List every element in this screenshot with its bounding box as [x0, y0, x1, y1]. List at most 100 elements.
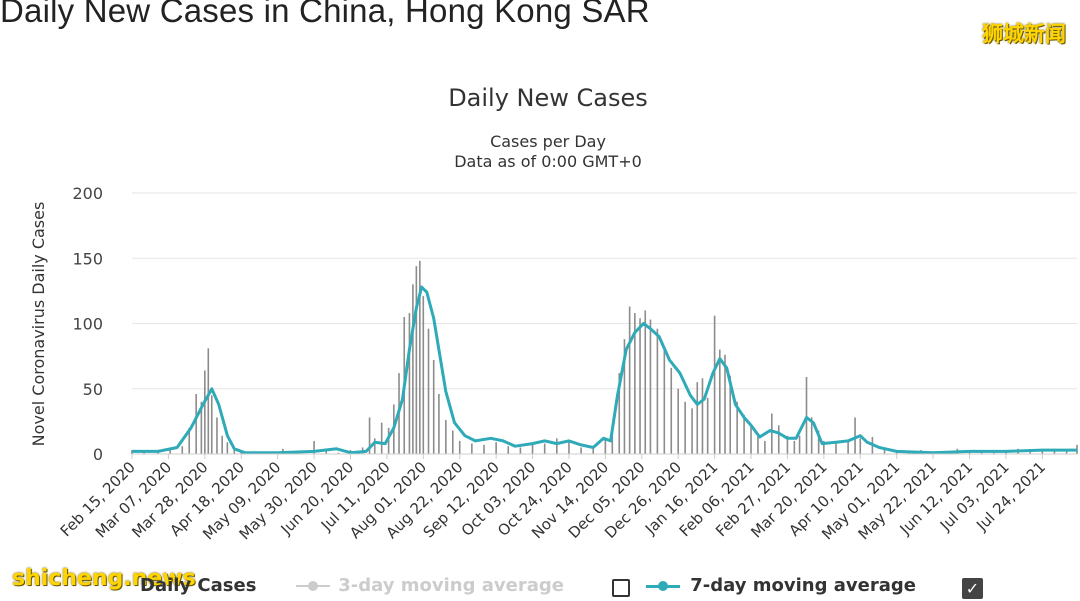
- daily-case-bar: [495, 442, 497, 454]
- daily-case-bar: [793, 440, 796, 454]
- daily-case-bar: [568, 442, 570, 454]
- y-axis-label: Novel Coronavirus Daily Cases: [29, 202, 48, 447]
- daily-case-bar: [713, 315, 716, 454]
- daily-case-bar: [580, 447, 582, 454]
- avg7-checkbox[interactable]: ✓: [962, 578, 983, 599]
- daily-case-bar: [798, 435, 801, 454]
- avg7-line: [132, 285, 1077, 455]
- daily-case-bar: [847, 440, 849, 454]
- chart-subtitle-1: Cases per Day: [490, 132, 606, 151]
- daily-case-bar: [181, 446, 184, 454]
- daily-case-bar: [817, 430, 820, 454]
- daily-case-bar: [380, 422, 383, 454]
- daily-case-bar: [1029, 450, 1031, 454]
- daily-case-bar: [604, 438, 607, 454]
- daily-case-bar: [1065, 451, 1068, 454]
- legend-3day-label: 3-day moving average: [338, 575, 564, 596]
- page-title: Daily New Cases in China, Hong Kong SAR: [0, 0, 650, 29]
- legend-3day-average[interactable]: 3-day moving average: [296, 575, 564, 596]
- daily-case-bar: [226, 442, 229, 454]
- y-tick-label: 100: [72, 315, 103, 334]
- daily-case-bar: [908, 452, 910, 454]
- daily-case-bar: [368, 417, 371, 454]
- daily-case-bar: [777, 425, 780, 454]
- daily-case-bar: [207, 348, 210, 454]
- legend-7day-average[interactable]: 7-day moving average: [646, 575, 916, 596]
- daily-case-bar: [412, 284, 414, 454]
- daily-case-bar: [438, 393, 440, 454]
- daily-case-bar: [216, 417, 218, 454]
- daily-case-bar: [677, 388, 679, 454]
- daily-case-bar: [706, 397, 709, 454]
- daily-case-bar: [729, 375, 732, 454]
- daily-case-bar: [805, 377, 808, 454]
- daily-case-bar: [519, 447, 522, 454]
- daily-case-bar: [719, 349, 721, 454]
- daily-case-bar: [373, 438, 376, 454]
- daily-case-bar: [432, 360, 435, 454]
- daily-case-bar: [531, 444, 534, 454]
- legend-daily-cases[interactable]: Daily Cases: [140, 575, 257, 596]
- daily-case-bar: [743, 414, 745, 454]
- daily-case-bar: [451, 430, 454, 454]
- y-tick-label: 200: [72, 184, 103, 203]
- daily-case-bar: [670, 367, 673, 454]
- y-tick-label: 50: [83, 380, 103, 399]
- daily-case-bar: [188, 427, 191, 454]
- daily-case-bar: [992, 452, 995, 454]
- legend-7day-label: 7-day moving average: [690, 575, 916, 596]
- watermark-bottom: shicheng.news: [12, 566, 196, 591]
- daily-case-bar: [221, 435, 223, 454]
- daily-case-bar: [786, 435, 789, 454]
- daily-case-bar: [556, 438, 558, 454]
- daily-case-bar: [628, 306, 631, 454]
- daily-case-bar: [1041, 451, 1044, 454]
- daily-case-bar: [649, 319, 652, 454]
- daily-case-bar: [656, 328, 659, 454]
- daily-case-bar: [691, 408, 693, 454]
- daily-case-bar: [701, 378, 704, 454]
- daily-case-bar: [422, 296, 425, 454]
- daily-case-bar: [427, 328, 430, 454]
- daily-case-bar: [233, 450, 236, 454]
- daily-case-bar: [750, 425, 752, 454]
- daily-case-bar: [757, 435, 759, 454]
- daily-case-bar: [543, 443, 546, 454]
- daily-case-bar: [200, 401, 203, 454]
- daily-case-bar: [313, 440, 315, 454]
- daily-case-bar: [883, 447, 886, 454]
- daily-case-bar: [325, 451, 328, 454]
- daily-case-bar: [724, 354, 726, 454]
- daily-case-bar: [483, 444, 485, 454]
- daily-case-bar: [210, 395, 213, 454]
- daily-case-bar: [854, 417, 856, 454]
- chart-title: Daily New Cases: [448, 84, 648, 112]
- chart-subtitle-2: Data as of 0:00 GMT+0: [454, 152, 642, 171]
- daily-case-bar: [639, 318, 641, 454]
- daily-case-bar: [810, 417, 813, 454]
- daily-case-bar: [195, 393, 197, 454]
- daily-case-bar: [507, 446, 510, 454]
- daily-case-bar: [458, 440, 461, 454]
- daily-case-bar: [859, 438, 862, 454]
- daily-case-bar: [764, 440, 766, 454]
- daily-case-bar: [835, 443, 837, 454]
- daily-case-bar: [337, 452, 340, 454]
- daily-case-bar: [634, 313, 636, 454]
- daily-case-bar: [415, 266, 418, 454]
- daily-case-bar: [445, 420, 447, 454]
- daily-case-bar: [169, 450, 171, 454]
- legend-7day-line-icon: [646, 580, 680, 591]
- daily-case-bar: [592, 448, 595, 454]
- daily-case-bar: [408, 313, 411, 454]
- daily-case-bar: [471, 443, 473, 454]
- daily-case-bar: [736, 401, 738, 454]
- avg3-checkbox[interactable]: [612, 579, 630, 597]
- daily-case-bar: [644, 310, 647, 454]
- legend-3day-line-icon: [296, 581, 330, 591]
- daily-case-bar: [419, 260, 421, 454]
- daily-case-bar: [696, 382, 699, 454]
- daily-case-bar: [204, 370, 206, 454]
- daily-case-bar: [623, 339, 626, 454]
